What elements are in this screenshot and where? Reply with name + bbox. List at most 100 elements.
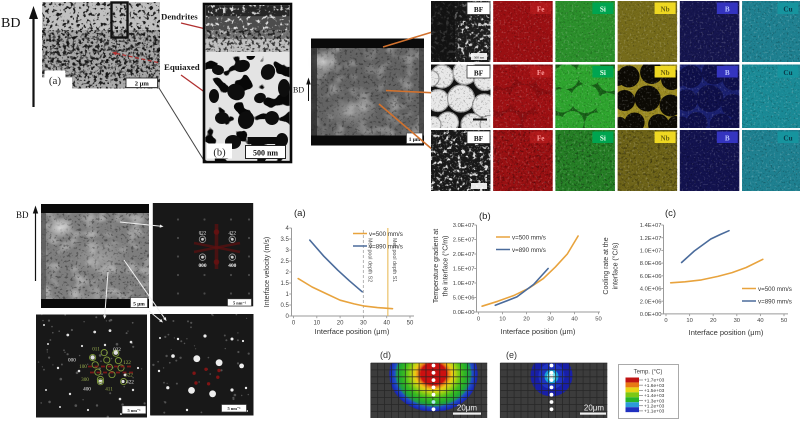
svg-text:411: 411 — [105, 387, 113, 393]
svg-text:Temperature gradient at: Temperature gradient at — [433, 229, 440, 303]
svg-text:Cooling rate at the: Cooling rate at the — [603, 237, 610, 294]
svg-text:Interface position (μm): Interface position (μm) — [501, 327, 576, 336]
svg-text:5.0E+06: 5.0E+06 — [453, 296, 475, 302]
svg-text:0.0E+00: 0.0E+00 — [640, 312, 662, 318]
svg-text:(d): (d) — [380, 350, 391, 360]
svg-text:+1.7e+03: +1.7e+03 — [644, 378, 665, 384]
svg-text:20: 20 — [710, 318, 716, 324]
svg-text:Melt pool depth S2: Melt pool depth S2 — [367, 238, 373, 282]
svg-text:2 μm: 2 μm — [135, 80, 150, 87]
svg-text:Interface position (μm): Interface position (μm) — [689, 328, 764, 337]
svg-text:Melt pool depth S1: Melt pool depth S1 — [391, 238, 397, 282]
svg-text:Si: Si — [600, 135, 606, 143]
svg-text:Cu: Cu — [783, 6, 792, 14]
svg-text:Dendrites: Dendrites — [161, 12, 198, 22]
svg-text:BF: BF — [474, 135, 484, 143]
svg-text:1 μm: 1 μm — [409, 137, 421, 143]
svg-text:5 nm⁻¹: 5 nm⁻¹ — [227, 406, 241, 411]
svg-text:1.0E+07: 1.0E+07 — [640, 249, 662, 255]
svg-text:interface (°C/s): interface (°C/s) — [612, 243, 620, 290]
svg-text:000: 000 — [198, 263, 206, 269]
svg-text:5 μm: 5 μm — [133, 302, 145, 308]
svg-text:Si: Si — [600, 6, 606, 14]
svg-text:BF: BF — [474, 6, 484, 14]
svg-text:422: 422 — [126, 380, 134, 386]
svg-text:+1.4e+03: +1.4e+03 — [644, 393, 665, 399]
svg-text:1.5E+07: 1.5E+07 — [453, 267, 475, 273]
svg-text:300: 300 — [81, 377, 89, 383]
svg-text:B: B — [725, 135, 730, 143]
svg-text:400: 400 — [83, 386, 91, 392]
svg-text:40: 40 — [383, 320, 390, 326]
svg-text:500 nm: 500 nm — [474, 55, 485, 59]
svg-text:+1.5e+03: +1.5e+03 — [644, 388, 665, 394]
svg-text:1.0E+07: 1.0E+07 — [453, 281, 475, 287]
svg-text:Nb: Nb — [660, 6, 669, 14]
svg-text:50: 50 — [595, 316, 601, 322]
svg-text:0: 0 — [477, 316, 480, 322]
svg-text:0.0E+00: 0.0E+00 — [453, 310, 475, 316]
svg-text:5 nm⁻¹: 5 nm⁻¹ — [127, 408, 141, 413]
svg-text:(c): (c) — [665, 208, 676, 219]
svg-text:v=890 mm/s: v=890 mm/s — [369, 244, 403, 251]
svg-text:Fe: Fe — [537, 69, 545, 77]
svg-text:+1.2e+03: +1.2e+03 — [644, 403, 665, 409]
svg-text:v=500 mm/s: v=500 mm/s — [758, 286, 792, 293]
svg-text:3: 3 — [285, 248, 289, 254]
svg-text:2.5: 2.5 — [280, 259, 289, 265]
svg-text:Cu: Cu — [783, 69, 792, 77]
svg-text:2.5E+07: 2.5E+07 — [453, 238, 475, 244]
svg-text:000: 000 — [68, 358, 76, 364]
svg-text:50: 50 — [407, 320, 414, 326]
svg-text:4: 4 — [285, 226, 289, 232]
svg-text:+1.3e+03: +1.3e+03 — [644, 398, 665, 404]
svg-text:0.5: 0.5 — [280, 303, 289, 309]
svg-text:4̲22: 4̲22 — [229, 232, 237, 237]
svg-text:022: 022 — [113, 347, 121, 353]
svg-text:3.0E+07: 3.0E+07 — [453, 223, 475, 229]
svg-text:10: 10 — [499, 316, 505, 322]
svg-text:Equiaxed: Equiaxed — [164, 62, 200, 72]
svg-text:the interface (°C/m): the interface (°C/m) — [442, 236, 450, 297]
svg-text:1.4E+07: 1.4E+07 — [640, 223, 662, 229]
svg-text:0: 0 — [285, 314, 289, 320]
svg-text:322: 322 — [125, 372, 133, 378]
svg-text:10: 10 — [313, 320, 320, 326]
svg-text:Temp. (°C): Temp. (°C) — [634, 370, 663, 376]
svg-text:30: 30 — [547, 316, 553, 322]
svg-text:3.5: 3.5 — [280, 237, 289, 243]
svg-text:5 nm⁻¹: 5 nm⁻¹ — [233, 300, 247, 305]
svg-text:1.2E+07: 1.2E+07 — [640, 236, 662, 242]
svg-text:(a): (a) — [294, 208, 306, 219]
svg-text:+1.1e+03: +1.1e+03 — [644, 409, 665, 415]
svg-text:6.0E+06: 6.0E+06 — [640, 274, 662, 280]
svg-text:Cu: Cu — [783, 135, 792, 143]
svg-text:1: 1 — [285, 292, 289, 298]
svg-text:Interface position (μm): Interface position (μm) — [315, 327, 390, 336]
svg-text:30: 30 — [360, 320, 367, 326]
svg-text:30: 30 — [734, 318, 740, 324]
svg-text:Fe: Fe — [537, 6, 545, 14]
svg-text:BD: BD — [16, 210, 29, 220]
svg-text:Fe: Fe — [537, 135, 545, 143]
svg-text:20: 20 — [337, 320, 344, 326]
svg-text:50: 50 — [781, 318, 787, 324]
svg-text:20μm: 20μm — [584, 404, 605, 413]
svg-text:2.0E+07: 2.0E+07 — [453, 252, 475, 258]
svg-text:4.0E+06: 4.0E+06 — [640, 287, 662, 293]
svg-text:Si: Si — [600, 69, 606, 77]
svg-text:100: 100 — [79, 364, 87, 370]
svg-text:v=500 mm/s: v=500 mm/s — [369, 231, 403, 238]
svg-text:v=500 mm/s: v=500 mm/s — [512, 235, 546, 242]
svg-text:122: 122 — [123, 360, 131, 366]
svg-text:10: 10 — [686, 318, 692, 324]
svg-text:400: 400 — [228, 263, 236, 269]
svg-text:B: B — [725, 69, 730, 77]
svg-text:0̲22: 0̲22 — [199, 232, 207, 237]
svg-text:40: 40 — [757, 318, 763, 324]
svg-text:Nb: Nb — [660, 135, 669, 143]
svg-text:40: 40 — [571, 316, 577, 322]
svg-text:8.0E+06: 8.0E+06 — [640, 261, 662, 267]
svg-text:Interface velocity (m/s): Interface velocity (m/s) — [264, 237, 271, 307]
svg-text:2.0E+06: 2.0E+06 — [640, 299, 662, 305]
